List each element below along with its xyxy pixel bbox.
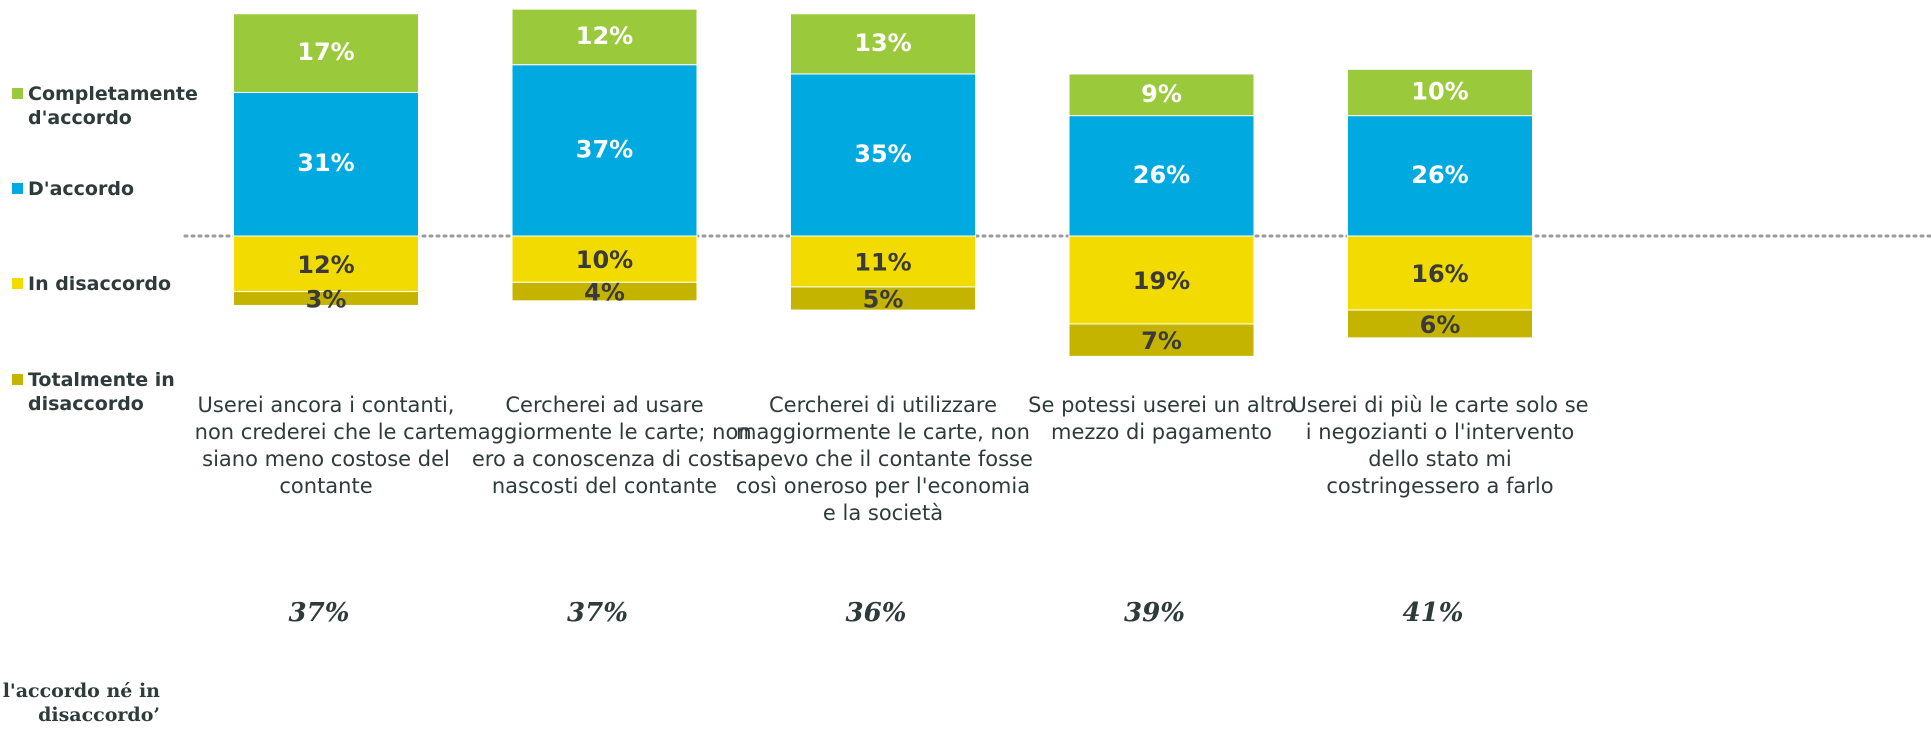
- legend-item: In disaccordo: [12, 272, 218, 296]
- neutral-value: 37%: [289, 598, 350, 628]
- neutral-value: 37%: [567, 598, 628, 628]
- bar-segment: [790, 286, 976, 311]
- value-label: 19%: [1133, 267, 1190, 295]
- category-label: Se potessi userei un altro mezzo di paga…: [1028, 393, 1295, 444]
- legend-swatch: [12, 374, 23, 385]
- value-label: 17%: [297, 38, 354, 66]
- value-label: 10%: [1411, 77, 1468, 105]
- legend-swatch: [12, 88, 23, 99]
- bar-segment: [1068, 323, 1255, 357]
- bar-segment: [790, 73, 976, 237]
- bar-segment: [790, 13, 976, 75]
- category-label: Userei ancora i contanti, non crederei c…: [194, 393, 458, 498]
- neutral-value: 41%: [1403, 598, 1464, 628]
- bar-segment: [233, 13, 419, 93]
- value-label: 13%: [854, 29, 911, 57]
- legend-label: Completamente d'accordo: [28, 83, 198, 129]
- category-label: Cercherei ad usare maggiormente le carte…: [457, 393, 752, 498]
- value-label: 5%: [863, 286, 904, 314]
- bar-segment: [233, 235, 419, 293]
- bar-segment: [511, 235, 698, 283]
- value-label: 10%: [576, 246, 633, 274]
- legend-label: Totalmente in disaccordo: [28, 369, 175, 415]
- value-label: 12%: [576, 22, 633, 50]
- legend-label: In disaccordo: [28, 273, 172, 295]
- bar-segment: [233, 91, 419, 237]
- value-label: 12%: [297, 251, 354, 279]
- value-label: 16%: [1411, 260, 1468, 288]
- bar-segment: [1068, 73, 1255, 117]
- value-label: 3%: [306, 286, 347, 314]
- neutral-value: 39%: [1124, 598, 1185, 628]
- neutral-value: 36%: [846, 598, 907, 628]
- legend-label: D'accordo: [28, 178, 135, 200]
- value-label: 26%: [1411, 161, 1468, 189]
- category-label: Cercherei di utilizzare maggiormente le …: [733, 393, 1033, 525]
- bar-segment: [1347, 115, 1533, 237]
- bar-segment: [511, 281, 698, 302]
- legend-swatch: [12, 183, 23, 194]
- value-label: 37%: [576, 135, 633, 163]
- legend-item: D'accordo: [12, 177, 218, 201]
- value-label: 9%: [1141, 80, 1182, 108]
- value-label: 7%: [1141, 327, 1182, 355]
- value-label: 11%: [854, 248, 911, 276]
- bar-segment: [790, 235, 976, 288]
- legend-swatch: [12, 278, 23, 289]
- bar-segment: [1068, 235, 1255, 325]
- bar-segment: [233, 291, 419, 306]
- value-label: 35%: [854, 140, 911, 168]
- value-label: 6%: [1420, 311, 1461, 339]
- bar-segment: [1347, 235, 1533, 311]
- bar-segment: [511, 64, 698, 237]
- value-label: 4%: [584, 279, 625, 307]
- value-label: 26%: [1133, 161, 1190, 189]
- bar-segment: [1347, 68, 1533, 117]
- legend-item: Totalmente in disaccordo: [12, 368, 218, 416]
- category-label: Userei di più le carte solo se i negozia…: [1291, 393, 1589, 498]
- legend-item: Completamente d'accordo: [12, 82, 218, 130]
- bar-segment: [1068, 115, 1255, 237]
- neutral-label: l'accordo né in disaccordo’: [2, 680, 160, 726]
- value-label: 31%: [297, 149, 354, 177]
- bar-segment: [1347, 309, 1533, 339]
- bar-segment: [511, 8, 698, 66]
